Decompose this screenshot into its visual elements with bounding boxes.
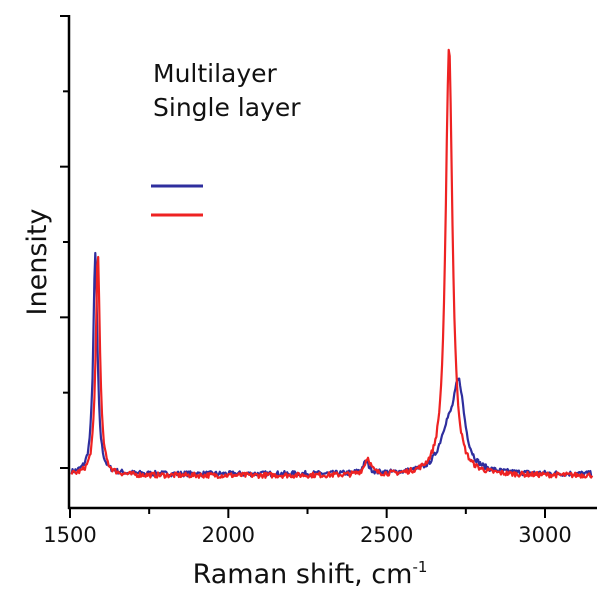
x-axis-title-superscript: -1 xyxy=(412,558,427,576)
legend: Multilayer Single layer xyxy=(151,59,301,217)
series-line-single-layer xyxy=(70,48,594,479)
x-tick-label: 2000 xyxy=(202,523,255,547)
y-axis-title: Inensity xyxy=(22,209,53,316)
x-ticks: 1500 2000 2500 3000 xyxy=(43,508,572,547)
axes: 1500 2000 2500 3000 xyxy=(43,15,597,547)
x-tick-label: 2500 xyxy=(360,523,413,547)
y-ticks xyxy=(60,15,69,469)
x-tick-label: 3000 xyxy=(518,523,571,547)
series-layer xyxy=(70,48,594,479)
series-line-multilayer xyxy=(70,251,593,478)
legend-label-multilayer: Multilayer xyxy=(153,59,278,88)
legend-label-single-layer: Single layer xyxy=(153,93,301,122)
x-axis-title-text: Raman shift, cm xyxy=(193,559,413,590)
x-tick-label: 1500 xyxy=(43,523,96,547)
x-axis-title: Raman shift, cm-1 xyxy=(193,558,428,590)
